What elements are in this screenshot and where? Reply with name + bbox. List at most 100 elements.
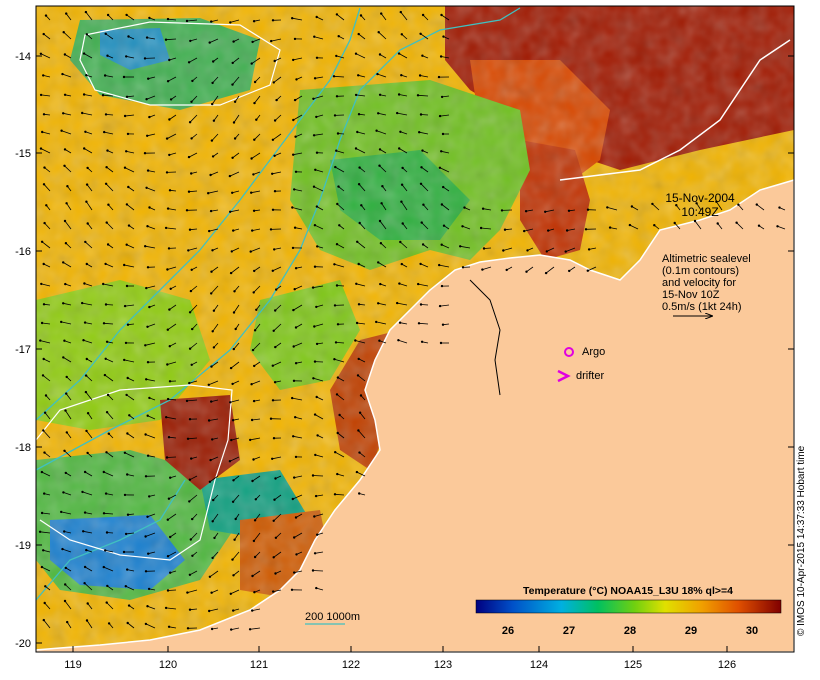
velocity-arrow-head — [166, 268, 169, 271]
lat-tick-label: -15 — [15, 148, 31, 160]
velocity-arrow — [189, 380, 198, 384]
velocity-arrow-head — [105, 601, 108, 604]
velocity-arrow-head — [419, 32, 422, 35]
velocity-arrow-head — [188, 418, 192, 421]
velocity-arrow — [145, 342, 156, 346]
velocity-arrow-head — [230, 250, 233, 253]
velocity-arrow — [124, 264, 135, 268]
velocity-arrow — [125, 304, 135, 307]
velocity-arrow-head — [125, 95, 129, 99]
velocity-arrow — [252, 418, 261, 421]
velocity-arrow-head — [210, 400, 213, 403]
velocity-arrow-head — [500, 209, 504, 212]
velocity-arrow — [103, 283, 114, 287]
velocity-arrow — [314, 133, 324, 136]
altimetry-legend: Altimetric sealevel (0.1m contours) and … — [662, 253, 751, 316]
velocity-arrow-head — [421, 13, 425, 17]
velocity-arrow-head — [336, 376, 340, 379]
velocity-arrow-head — [379, 282, 382, 286]
velocity-arrow — [545, 209, 555, 213]
velocity-arrow-head — [630, 205, 634, 208]
velocity-arrow — [167, 361, 177, 365]
velocity-arrow — [85, 11, 93, 21]
velocity-arrow-head — [166, 589, 170, 592]
velocity-arrow-head — [379, 242, 383, 245]
velocity-arrow — [292, 207, 303, 211]
velocity-arrow-head — [273, 381, 277, 384]
velocity-arrow — [210, 171, 219, 176]
velocity-arrow-head — [312, 97, 315, 101]
velocity-arrow-head — [104, 113, 108, 116]
velocity-arrow-head — [438, 166, 442, 169]
velocity-arrow-head — [86, 451, 89, 455]
velocity-arrow — [82, 112, 93, 116]
velocity-arrow — [418, 322, 429, 325]
velocity-arrow-head — [45, 204, 48, 207]
velocity-arrow-head — [191, 517, 194, 521]
velocity-arrow — [294, 189, 303, 192]
velocity-arrow-head — [63, 53, 67, 56]
velocity-arrow — [103, 512, 114, 515]
velocity-arrow — [167, 551, 177, 557]
velocity-arrow-head — [439, 55, 443, 58]
velocity-arrow — [84, 582, 93, 591]
velocity-arrow-head — [273, 119, 277, 122]
velocity-arrow — [190, 532, 198, 540]
velocity-arrow-head — [211, 520, 214, 523]
velocity-arrow — [41, 471, 51, 477]
velocity-arrow — [209, 228, 219, 232]
velocity-arrow-head — [311, 474, 315, 477]
velocity-arrow — [355, 53, 366, 59]
velocity-arrow-head — [44, 14, 48, 17]
velocity-arrow — [377, 262, 387, 268]
velocity-arrow-head — [64, 242, 68, 245]
velocity-arrow — [166, 456, 177, 458]
velocity-arrow-head — [148, 495, 151, 498]
velocity-arrow-head — [84, 10, 88, 14]
velocity-arrow-head — [232, 40, 235, 43]
velocity-arrow-head — [168, 345, 171, 348]
velocity-arrow-head — [84, 374, 88, 377]
velocity-arrow-head — [292, 435, 295, 438]
lat-tick-label: -17 — [15, 344, 31, 356]
velocity-arrow-head — [400, 74, 403, 77]
velocity-arrow-head — [165, 171, 169, 174]
velocity-arrow — [378, 112, 387, 116]
velocity-arrow — [43, 184, 51, 192]
velocity-arrow-head — [315, 151, 319, 154]
velocity-arrow-head — [252, 458, 255, 461]
velocity-arrow-head — [126, 568, 129, 571]
velocity-arrow-head — [358, 166, 361, 169]
velocity-arrow — [167, 266, 177, 270]
velocity-arrow-head — [715, 200, 718, 203]
velocity-arrow-head — [39, 93, 43, 97]
velocity-arrow-head — [735, 221, 738, 224]
velocity-arrow-head — [316, 533, 319, 536]
velocity-arrow — [145, 623, 156, 629]
velocity-arrow — [251, 152, 261, 159]
velocity-arrow-head — [333, 493, 337, 496]
velocity-arrow — [167, 76, 177, 82]
velocity-arrow-head — [166, 397, 170, 401]
velocity-arrow — [188, 57, 198, 63]
velocity-arrow — [254, 95, 261, 104]
velocity-arrow-head — [148, 305, 151, 309]
velocity-arrow — [272, 133, 282, 141]
velocity-arrow — [333, 75, 345, 78]
velocity-arrow — [189, 114, 198, 123]
velocity-arrow-head — [291, 206, 294, 209]
velocity-arrow — [272, 456, 282, 460]
velocity-arrow-head — [65, 431, 69, 434]
velocity-arrow — [189, 494, 198, 502]
altimetry-line: (0.1m contours) — [662, 265, 739, 277]
velocity-arrow-head — [359, 394, 363, 397]
velocity-arrow-head — [357, 262, 360, 266]
velocity-arrow-head — [65, 392, 68, 395]
velocity-arrow — [212, 551, 219, 559]
velocity-arrow-head — [207, 383, 210, 386]
velocity-arrow — [694, 220, 702, 230]
velocity-arrow — [251, 57, 261, 64]
velocity-arrow — [315, 76, 324, 79]
velocity-arrow-head — [84, 240, 87, 244]
velocity-arrow — [147, 323, 156, 328]
